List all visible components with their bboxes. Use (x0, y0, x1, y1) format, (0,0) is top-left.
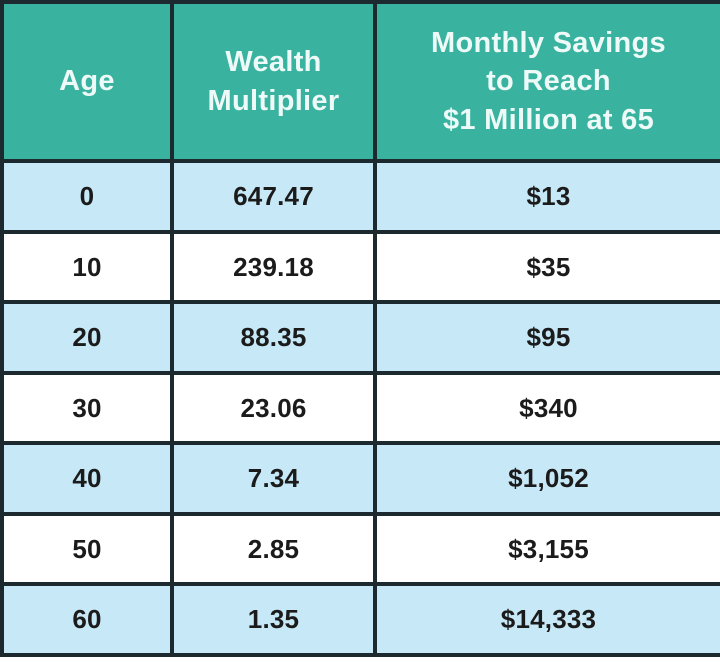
header-cell-age: Age (0, 0, 174, 164)
cell-monthly-savings: $3,155 (373, 511, 720, 587)
table-row-age-50: 50 2.85 $3,155 (0, 511, 720, 587)
cell-monthly-savings: $13 (373, 159, 720, 234)
header-cell-wealth-multiplier: Wealth Multiplier (170, 0, 377, 164)
table-row-age-60: 60 1.35 $14,333 (0, 582, 720, 657)
cell-monthly-savings: $35 (373, 229, 720, 305)
table-header-row: Age Wealth Multiplier Monthly Savings to… (0, 0, 720, 164)
cell-wealth-multiplier: 2.85 (170, 511, 377, 587)
cell-age: 0 (0, 159, 174, 234)
table-row-age-20: 20 88.35 $95 (0, 300, 720, 375)
cell-age: 30 (0, 370, 174, 446)
cell-age: 50 (0, 511, 174, 587)
cell-age: 60 (0, 582, 174, 657)
header-cell-monthly-savings: Monthly Savings to Reach $1 Million at 6… (373, 0, 720, 164)
table-row-age-40: 40 7.34 $1,052 (0, 441, 720, 516)
cell-wealth-multiplier: 647.47 (170, 159, 377, 234)
table-row-age-30: 30 23.06 $340 (0, 370, 720, 446)
cell-age: 10 (0, 229, 174, 305)
cell-age: 40 (0, 441, 174, 516)
cell-wealth-multiplier: 239.18 (170, 229, 377, 305)
cell-wealth-multiplier: 88.35 (170, 300, 377, 375)
cell-monthly-savings: $340 (373, 370, 720, 446)
cell-wealth-multiplier: 7.34 (170, 441, 377, 516)
cell-monthly-savings: $14,333 (373, 582, 720, 657)
cell-wealth-multiplier: 23.06 (170, 370, 377, 446)
table-row-age-10: 10 239.18 $35 (0, 229, 720, 305)
cell-wealth-multiplier: 1.35 (170, 582, 377, 657)
cell-monthly-savings: $95 (373, 300, 720, 375)
cell-age: 20 (0, 300, 174, 375)
cell-monthly-savings: $1,052 (373, 441, 720, 516)
table-row-age-0: 0 647.47 $13 (0, 159, 720, 234)
